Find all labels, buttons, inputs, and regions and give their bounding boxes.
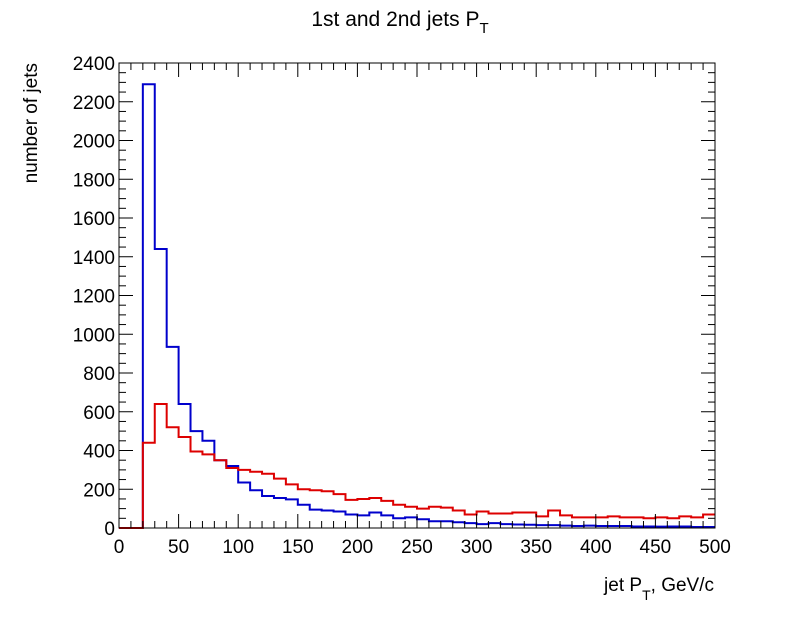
histogram-series-1 <box>119 83 715 529</box>
y-tick-label: 400 <box>83 442 115 463</box>
x-axis-label-subscript: T <box>642 587 651 603</box>
y-tick-label: 2200 <box>73 93 115 114</box>
y-tick-label: 1800 <box>73 170 115 191</box>
x-tick-label: 250 <box>401 537 433 558</box>
y-tick-label: 600 <box>83 403 115 424</box>
y-tick-label: 1200 <box>73 287 115 308</box>
y-axis-label: number of jets <box>21 63 42 183</box>
tick-labels: 0 50 100 150 200 250 300 350 400 450 500 0 200 400 600… <box>73 54 731 558</box>
x-axis-label-main: jet P <box>603 575 642 596</box>
y-tick-label: 1000 <box>73 325 115 346</box>
x-axis-label-suffix: , GeV/c <box>651 575 714 596</box>
x-tick-label: 500 <box>699 537 731 558</box>
axis-ticks <box>118 62 716 529</box>
y-tick-label: 2400 <box>73 54 115 75</box>
x-axis-label: jet PT, GeV/c <box>603 575 714 603</box>
x-tick-label: 450 <box>640 537 672 558</box>
chart-title-main: 1st and 2nd jets P <box>311 8 479 31</box>
x-tick-label: 200 <box>342 537 374 558</box>
x-tick-label: 100 <box>222 537 254 558</box>
x-tick-label: 350 <box>520 537 552 558</box>
x-tick-label: 400 <box>580 537 612 558</box>
x-tick-label: 300 <box>461 537 493 558</box>
chart-title: 1st and 2nd jets PT <box>311 8 488 37</box>
x-tick-label: 50 <box>168 537 189 558</box>
x-tick-label: 0 <box>114 537 125 558</box>
y-tick-label: 2000 <box>73 132 115 153</box>
x-tick-label: 150 <box>282 537 314 558</box>
series-layer <box>119 83 715 529</box>
y-tick-label: 200 <box>83 480 115 501</box>
chart-title-subscript: T <box>479 20 488 37</box>
y-tick-label: 800 <box>83 364 115 385</box>
histogram-series-2 <box>119 403 715 529</box>
y-tick-label: 1600 <box>73 209 115 230</box>
y-tick-label: 0 <box>104 519 115 540</box>
y-tick-label: 1400 <box>73 248 115 269</box>
plot-frame <box>118 62 716 529</box>
